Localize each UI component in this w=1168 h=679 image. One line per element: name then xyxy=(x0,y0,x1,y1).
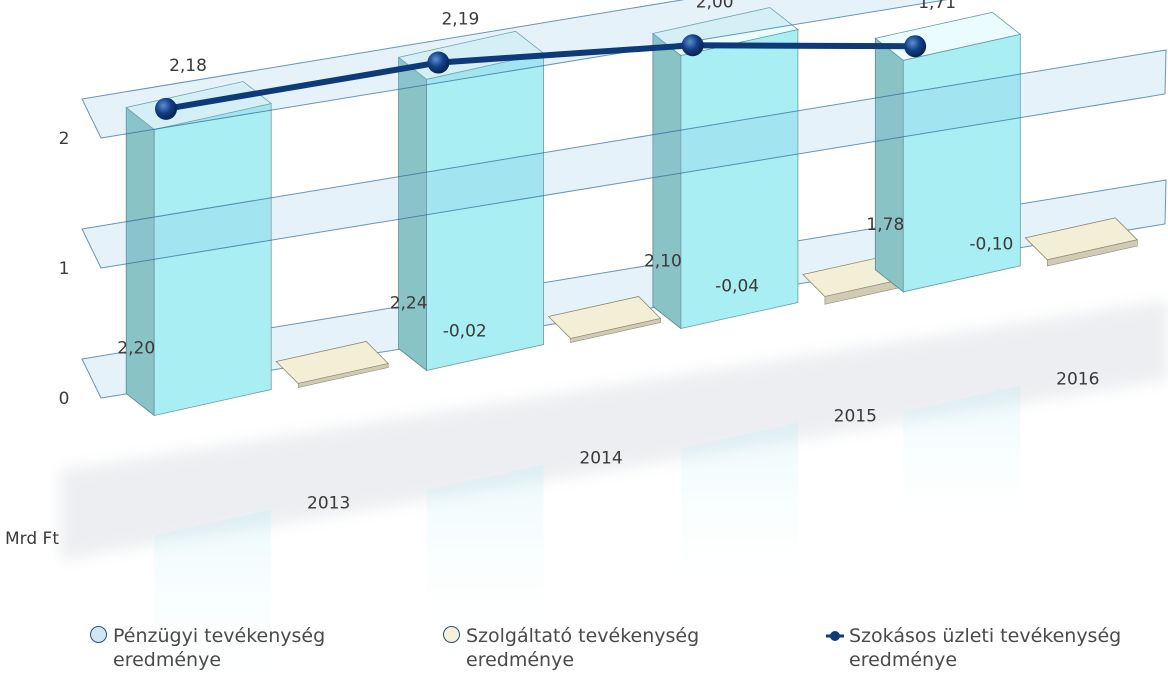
chart-labels: 0 1 2 Mrd Ft 2013 2014 2015 2016 2,20 -0,02 2,18 2,… xyxy=(5,0,1099,549)
data-label-service: -0,04 xyxy=(715,277,759,297)
bar-financial-side xyxy=(652,32,682,330)
bar-reflection xyxy=(426,464,544,651)
x-tick-label: 2014 xyxy=(579,448,622,468)
bar-financial-side xyxy=(874,37,904,293)
legend-text-szokasos-2: eredménye xyxy=(849,649,958,671)
floor-shadow-band xyxy=(60,300,1168,560)
bar-reflection xyxy=(903,385,1021,539)
y-tick-label: 0 xyxy=(59,389,70,409)
y-unit-label: Mrd Ft xyxy=(5,529,59,549)
bar-service xyxy=(1047,239,1138,267)
bar-reflection xyxy=(680,422,798,599)
line-operating xyxy=(165,42,916,112)
legend-text-penzugyi-1: Pénzügyi tevékenység xyxy=(113,625,326,647)
bar-service xyxy=(570,318,661,343)
grid-plane xyxy=(81,49,1167,269)
data-label-financial: 2,20 xyxy=(117,339,155,359)
data-label-financial: 2,24 xyxy=(390,294,428,314)
data-label-operating: 2,18 xyxy=(169,56,207,76)
legend-text-szolgaltato-2: eredménye xyxy=(466,649,575,671)
line-point-operating xyxy=(681,34,704,57)
line-point-operating xyxy=(155,97,178,120)
data-label-financial: 2,10 xyxy=(644,252,682,272)
grid-planes xyxy=(81,0,1167,269)
line-series xyxy=(155,34,927,120)
legend-marker-szokasos xyxy=(826,631,844,641)
floor-shadow xyxy=(60,300,1168,560)
legend-item-szolgaltato: Szolgáltató tevékenység eredménye xyxy=(443,624,699,672)
legend-text-penzugyi-2: eredménye xyxy=(113,649,222,671)
line-point-operating xyxy=(904,35,927,58)
bar-financial xyxy=(153,103,272,416)
bar-service xyxy=(297,363,389,388)
data-label-operating: 2,19 xyxy=(441,10,479,30)
y-tick-label: 1 xyxy=(59,259,70,279)
legend-item-penzugyi: Pénzügyi tevékenység eredménye xyxy=(90,624,325,672)
legend-item-szokasos: Szokásos üzleti tevékenység eredménye xyxy=(826,624,1121,672)
legend-swatch-penzugyi xyxy=(90,626,107,643)
x-tick-label: 2013 xyxy=(307,493,350,513)
data-label-operating: 2,00 xyxy=(696,0,734,12)
bar-reflection xyxy=(154,509,272,679)
x-tick-label: 2015 xyxy=(834,406,877,426)
y-tick-label: 2 xyxy=(59,129,70,149)
data-label-service: -0,02 xyxy=(443,322,487,342)
grid-plane xyxy=(81,0,948,139)
legend-swatch-szolgaltato xyxy=(443,626,460,643)
bars xyxy=(125,7,1139,417)
legend-text-szolgaltato-1: Szolgáltató tevékenység xyxy=(466,625,700,647)
x-tick-label: 2016 xyxy=(1056,370,1099,390)
data-label-financial: 1,78 xyxy=(866,215,904,235)
bar-reflections xyxy=(154,385,1021,679)
data-label-service: -0,10 xyxy=(969,235,1013,255)
line-point-operating xyxy=(427,51,450,74)
legend-text-szokasos-1: Szokásos üzleti tevékenység xyxy=(849,625,1122,647)
data-label-operating: 1,71 xyxy=(918,0,956,13)
